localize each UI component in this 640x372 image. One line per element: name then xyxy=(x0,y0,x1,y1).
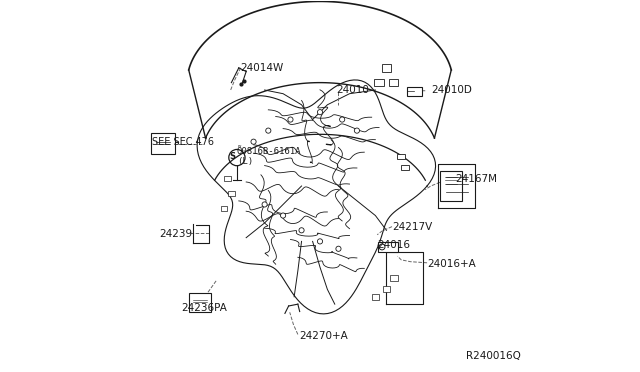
FancyBboxPatch shape xyxy=(189,293,211,311)
Text: 24010: 24010 xyxy=(337,85,369,95)
Text: 24010D: 24010D xyxy=(431,85,472,95)
Circle shape xyxy=(317,110,323,115)
FancyBboxPatch shape xyxy=(401,165,409,170)
Text: 24016: 24016 xyxy=(377,240,410,250)
FancyBboxPatch shape xyxy=(378,242,399,251)
FancyBboxPatch shape xyxy=(382,64,391,71)
Text: 24239: 24239 xyxy=(159,229,193,239)
Text: 24016+A: 24016+A xyxy=(427,259,476,269)
FancyBboxPatch shape xyxy=(228,191,235,196)
FancyBboxPatch shape xyxy=(221,206,227,211)
Text: 24217V: 24217V xyxy=(392,222,432,232)
FancyBboxPatch shape xyxy=(440,171,462,201)
Text: Õ0816B-6161A
(L): Õ0816B-6161A (L) xyxy=(237,147,301,166)
Text: 24270+A: 24270+A xyxy=(300,331,348,340)
Circle shape xyxy=(355,128,360,133)
Circle shape xyxy=(262,202,268,207)
Circle shape xyxy=(336,246,341,251)
Text: R240016Q: R240016Q xyxy=(466,351,521,361)
Text: 24014W: 24014W xyxy=(241,63,284,73)
Circle shape xyxy=(317,239,323,244)
FancyBboxPatch shape xyxy=(390,275,397,281)
FancyBboxPatch shape xyxy=(389,79,399,86)
FancyBboxPatch shape xyxy=(407,87,422,96)
Text: SEE SEC.476: SEE SEC.476 xyxy=(152,137,214,147)
Circle shape xyxy=(280,213,285,218)
FancyBboxPatch shape xyxy=(225,176,231,181)
FancyBboxPatch shape xyxy=(372,294,379,300)
Text: S: S xyxy=(229,152,235,161)
Circle shape xyxy=(340,117,345,122)
Circle shape xyxy=(299,228,304,233)
Circle shape xyxy=(251,139,256,144)
FancyBboxPatch shape xyxy=(374,79,384,86)
Text: 24167M: 24167M xyxy=(455,174,497,184)
Circle shape xyxy=(288,117,293,122)
FancyBboxPatch shape xyxy=(151,134,175,154)
Text: 24236PA: 24236PA xyxy=(182,303,227,313)
Circle shape xyxy=(266,128,271,133)
FancyBboxPatch shape xyxy=(397,154,405,159)
FancyBboxPatch shape xyxy=(383,286,390,292)
